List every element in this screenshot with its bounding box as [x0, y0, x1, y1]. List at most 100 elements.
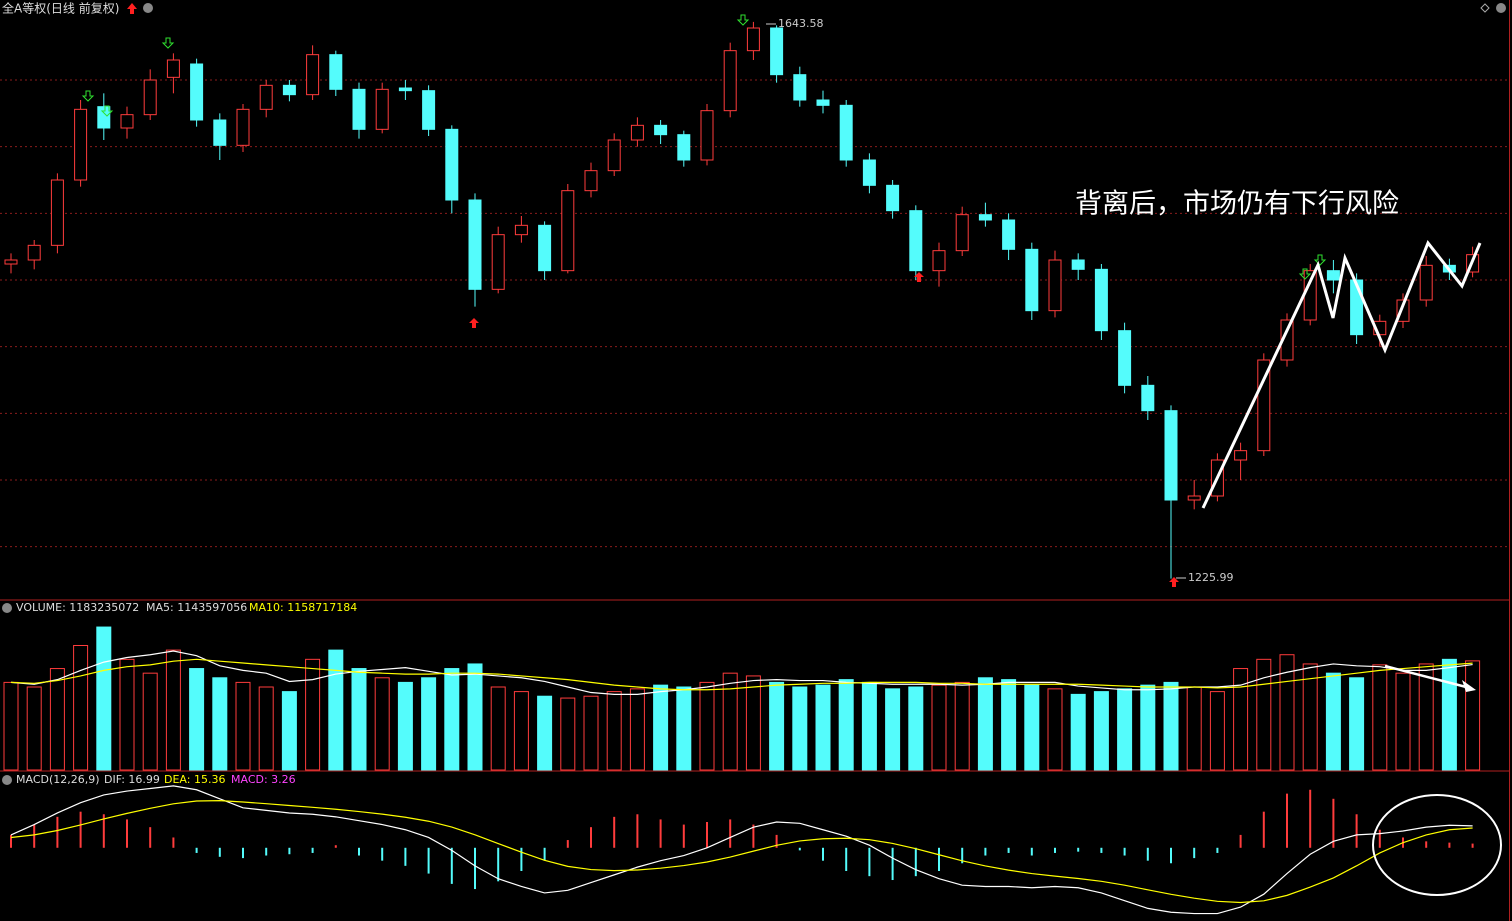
volume-bar: [444, 668, 460, 771]
candle-body: [468, 199, 482, 290]
buy-signal: [1169, 577, 1179, 587]
candle-body: [932, 250, 946, 272]
candle-body: [607, 139, 621, 172]
volume-ma10: [10, 658, 1473, 691]
macd-dea: [10, 799, 1473, 904]
volume-bar: [1279, 654, 1295, 771]
candle-body: [306, 54, 320, 96]
volume-bar: [1441, 658, 1457, 771]
candle-body: [978, 214, 992, 221]
candle-body: [909, 210, 923, 272]
candle-body: [143, 79, 157, 116]
volume-bar: [583, 695, 599, 771]
candle-body: [654, 124, 668, 136]
candle-body: [329, 54, 343, 90]
highlight-circle: [1372, 794, 1502, 896]
dif-legend: DIF: 16.99: [104, 773, 160, 786]
volume-bar: [1233, 668, 1249, 771]
volume-bar: [328, 649, 344, 771]
menu-icon[interactable]: [1496, 3, 1506, 13]
volume-bar: [1325, 672, 1341, 771]
candle-body: [491, 234, 505, 290]
candle-body: [1002, 219, 1016, 250]
chart-title: 全A等权(日线 前复权): [2, 1, 119, 16]
menu-icon[interactable]: [143, 3, 153, 13]
buy-signal: [914, 272, 924, 282]
candle-body: [375, 88, 389, 130]
volume-bar: [142, 672, 158, 771]
candle-body: [190, 63, 204, 121]
grid: [0, 79, 1508, 548]
candle-body: [422, 90, 436, 130]
candle-body: [398, 87, 412, 92]
volume-bar: [722, 672, 738, 771]
candle-body: [886, 184, 900, 212]
volume-bar: [560, 697, 576, 771]
marks: [3, 14, 1481, 915]
volume-bar: [1349, 677, 1365, 771]
volume-bar: [606, 691, 622, 771]
buy-signal: [469, 318, 479, 328]
volume-bar: [838, 679, 854, 771]
menu-icon[interactable]: [2, 603, 12, 613]
volume-arrowhead: [1462, 680, 1476, 692]
candle-body: [166, 59, 180, 78]
volume-bar: [1256, 658, 1272, 771]
volume-bar: [1117, 688, 1133, 771]
volume-bar: [258, 686, 274, 771]
volume-bar: [699, 681, 715, 771]
candle-body: [514, 224, 528, 236]
candle-body: [538, 224, 552, 272]
volume-bar: [1024, 684, 1040, 771]
sell-signal: [1313, 254, 1327, 266]
volume-bar: [629, 688, 645, 771]
volume-bar: [421, 677, 437, 771]
volume-bar: [1140, 684, 1156, 771]
volume-bar: [96, 626, 112, 771]
candle-body: [282, 84, 296, 96]
candle-body: [352, 88, 366, 130]
candle-body: [770, 27, 784, 76]
volume-bar: [1070, 693, 1086, 771]
low-label: 1225.99: [1188, 571, 1234, 584]
volume-bar: [397, 681, 413, 771]
candle-body: [1141, 384, 1155, 412]
candle-body: [4, 259, 18, 265]
volume-bar: [745, 675, 761, 771]
volume-bar: [1093, 691, 1109, 771]
menu-icon[interactable]: [2, 775, 12, 785]
candle-body: [746, 27, 760, 52]
candle-body: [816, 99, 830, 106]
candle-body: [630, 124, 644, 141]
annotation: 背离后，市场仍有下行风险: [1075, 189, 1399, 220]
macd-value-legend: MACD: 3.26: [231, 773, 296, 786]
volume-bar: [1302, 663, 1318, 771]
candle-body: [97, 106, 111, 129]
candle-body: [584, 170, 598, 192]
volume-bar: [26, 686, 42, 771]
volume-bar: [769, 681, 785, 771]
volume-bar: [73, 645, 89, 771]
volume-bar: [281, 691, 297, 771]
volume-ma5: [10, 650, 1473, 695]
volume-bar: [1186, 686, 1202, 771]
volume-bar: [1047, 688, 1063, 771]
trend-zigzag: [1201, 240, 1482, 509]
dea-legend: DEA: 15.36: [164, 773, 225, 786]
candle-body: [1025, 248, 1039, 312]
candle-body: [1164, 410, 1178, 501]
volume-bar: [676, 686, 692, 771]
volume-bar: [189, 668, 205, 771]
candle-body: [839, 104, 853, 161]
volume-bar: [931, 684, 947, 771]
sell-signal: [81, 90, 95, 102]
diamond-icon[interactable]: [1480, 3, 1490, 13]
candle-body: [259, 84, 273, 110]
volume-bar: [119, 658, 135, 771]
volume-bar: [1372, 664, 1388, 771]
candle-body: [1419, 264, 1433, 301]
volume-bar: [513, 691, 529, 771]
volume-arrow: [1384, 664, 1471, 690]
